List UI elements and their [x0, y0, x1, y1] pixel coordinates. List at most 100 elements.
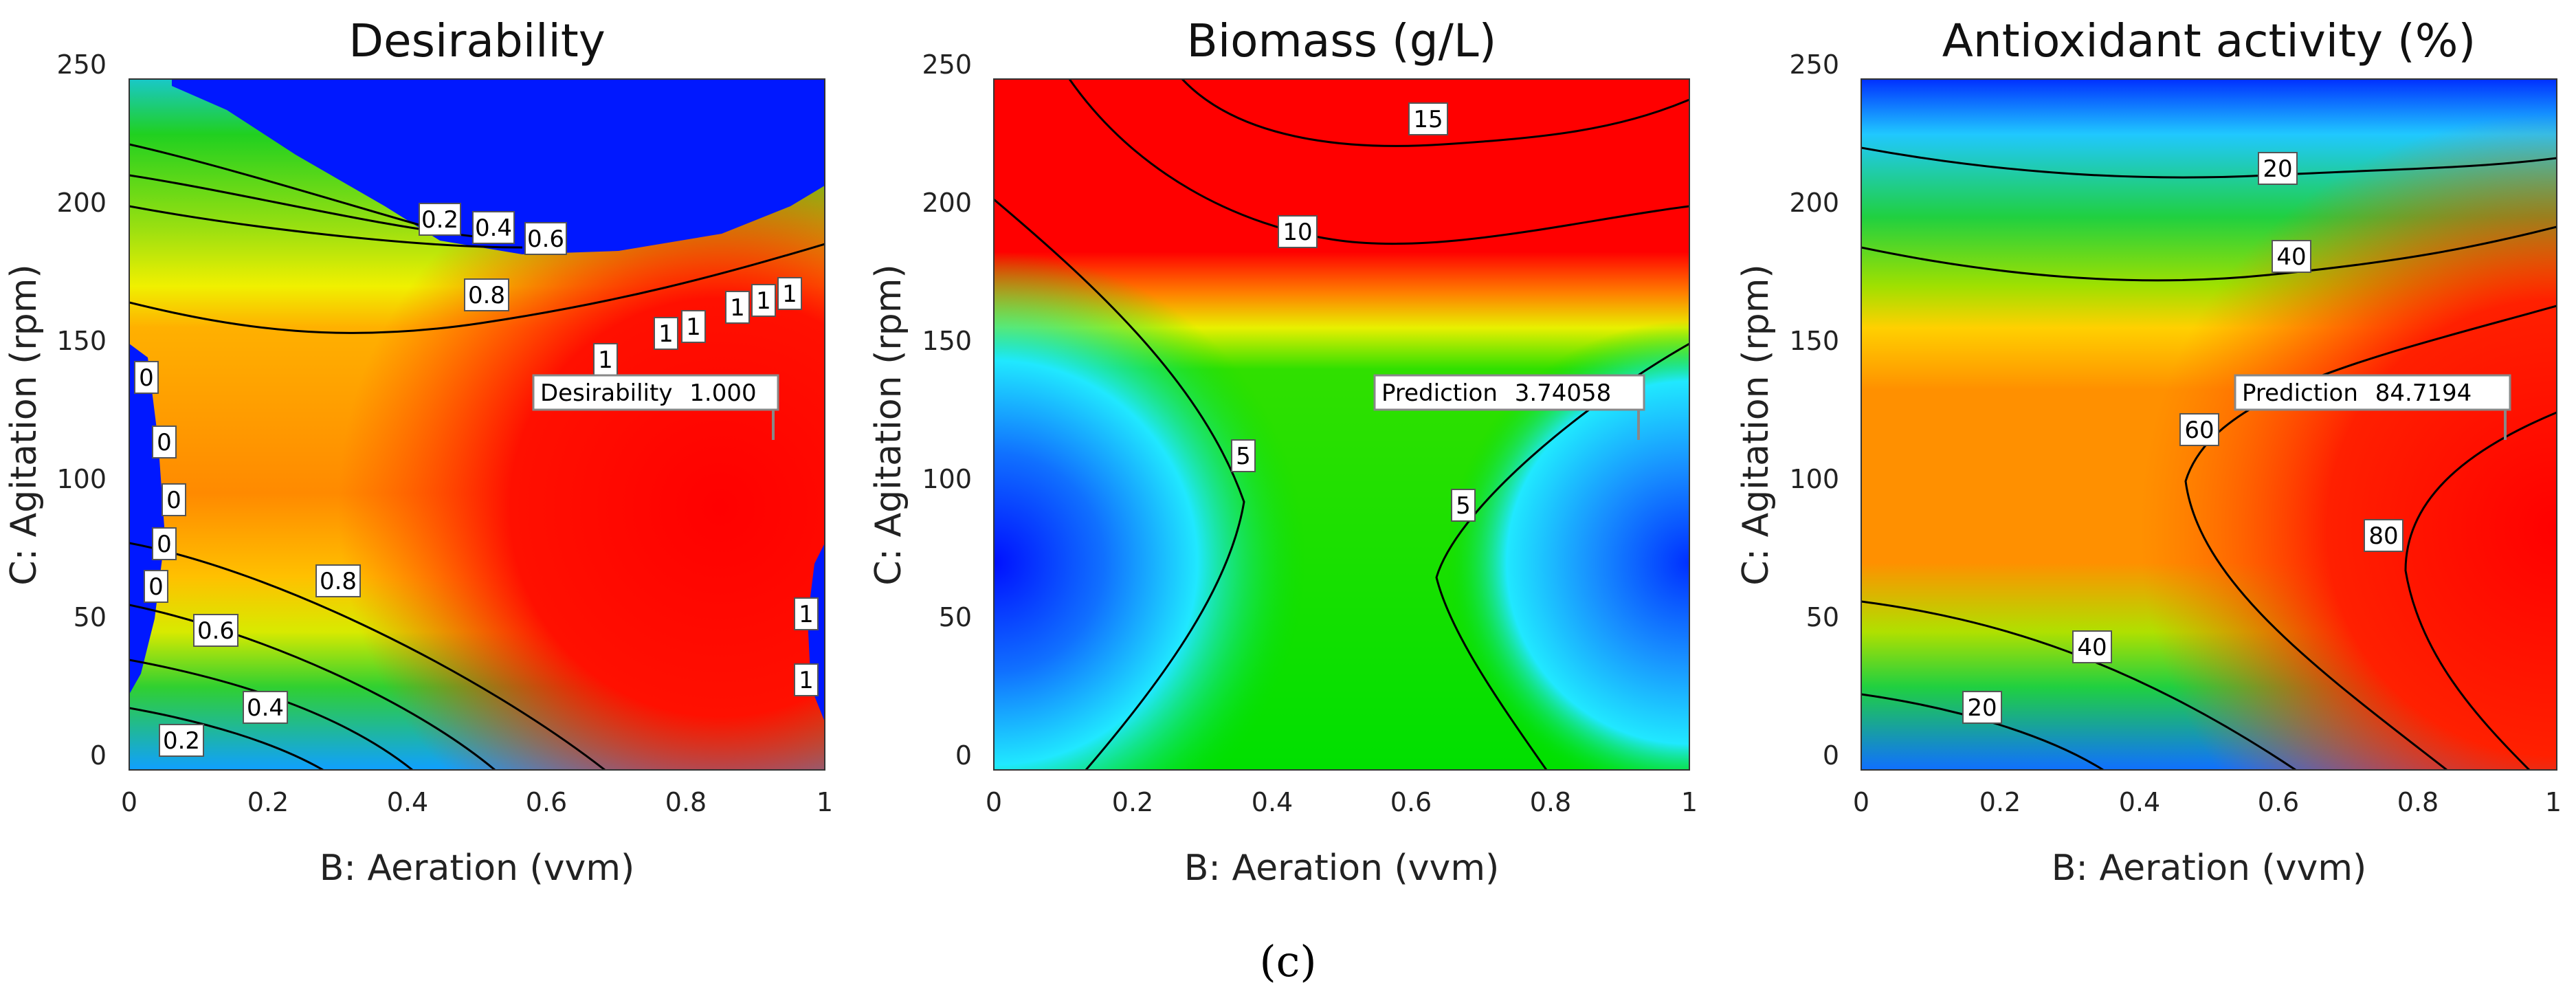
plot-frame [993, 78, 1690, 771]
x-tick-label: 0.2 [1112, 787, 1153, 817]
contour-label: 1 [654, 317, 678, 350]
contour-label: 0.6 [524, 222, 567, 255]
x-tick-label: 1 [1681, 787, 1698, 817]
y-tick-label: 0 [90, 740, 107, 771]
zero-region-top [172, 79, 825, 254]
y-axis-title: C: Agitation (rpm) [868, 264, 909, 585]
contour-label: 0.4 [472, 211, 515, 244]
svg-text:0.6: 0.6 [197, 617, 234, 645]
contour-line-0.6-top [129, 205, 523, 249]
x-tick-label: 0 [1853, 787, 1869, 817]
x-tick-label: 0.2 [1979, 787, 2021, 817]
y-tick-label: 100 [922, 464, 972, 494]
x-tick-label: 0.8 [665, 787, 707, 817]
y-axis-title: C: Agitation (rpm) [1735, 264, 1777, 585]
svg-text:Prediction 84.7194: Prediction 84.7194 [2242, 379, 2472, 407]
x-tick-label: 0.2 [247, 787, 289, 817]
y-tick-label: 50 [1806, 602, 1839, 632]
contour-label: 1 [593, 343, 618, 376]
contour-label: 0 [134, 361, 159, 394]
contour-label: 1 [751, 284, 776, 317]
y-tick-label: 50 [939, 602, 972, 632]
svg-text:1: 1 [799, 667, 814, 694]
contour-line-0.8-top [129, 243, 825, 334]
y-axis: 0 50 100 150 200 250 C: Agitation (rpm) [1735, 49, 1839, 771]
svg-text:0.4: 0.4 [247, 694, 284, 722]
contour-label: 80 [2364, 519, 2403, 552]
svg-text:20: 20 [1967, 694, 1997, 722]
svg-text:1: 1 [686, 313, 701, 341]
svg-text:60: 60 [2184, 417, 2214, 444]
svg-text:1: 1 [799, 601, 814, 628]
contour-label: 15 [1408, 102, 1448, 135]
prediction-label: Prediction [1381, 379, 1498, 407]
contour-lines [1861, 146, 2557, 770]
contour-label: 10 [1278, 215, 1318, 248]
contour-label: 0.2 [159, 724, 204, 757]
contour-label: 0 [144, 570, 168, 603]
svg-text:0.4: 0.4 [475, 214, 512, 242]
y-tick-label: 100 [1789, 464, 1839, 494]
contour-line-40-bottom [1861, 600, 2296, 770]
contour-line-5-left [994, 198, 1245, 770]
y-tick-label: 50 [74, 602, 107, 632]
contour-line-20-bottom [1861, 693, 2104, 770]
contour-labels: 0.2 0.4 0.6 0.8 1 1 1 1 1 1 0 0 0 0 0 0.… [134, 203, 819, 757]
plot-frame [1861, 78, 2557, 771]
contour-label: 60 [2179, 413, 2219, 446]
contour-label: 0 [162, 483, 186, 516]
contour-line-60 [2184, 305, 2557, 770]
svg-text:Prediction 3.74058: Prediction 3.74058 [1381, 379, 1611, 407]
x-tick-label: 0.8 [2397, 787, 2439, 817]
contour-label: 20 [1962, 691, 2002, 724]
panel-antioxidant: Antioxidant activity (%) 20 40 60 80 40 … [1735, 14, 2562, 889]
panel-desirability: Desirability 0.2 0.4 0.6 0.8 [3, 14, 833, 889]
svg-text:40: 40 [2077, 634, 2107, 661]
x-axis: 0 0.2 0.4 0.6 0.8 1 B: Aeration (vvm) [986, 787, 1698, 889]
contour-line-0.2-bottom [129, 707, 324, 770]
x-tick-label: 1 [2545, 787, 2562, 817]
contour-label: 0.8 [315, 564, 361, 597]
panel-biomass: Biomass (g/L) 15 10 5 5 Prediction 3. [868, 14, 1698, 889]
x-tick-label: 0 [121, 787, 137, 817]
contour-labels: 20 40 60 80 40 20 [1962, 152, 2403, 724]
svg-text:0: 0 [157, 429, 172, 456]
chart-title: Biomass (g/L) [1187, 14, 1497, 67]
chart-title: Antioxidant activity (%) [1942, 14, 2476, 67]
svg-text:0.6: 0.6 [527, 225, 564, 253]
prediction-flag: Prediction 84.7194 [2234, 374, 2511, 440]
svg-text:0: 0 [157, 531, 172, 558]
contour-label: 0.8 [464, 278, 509, 311]
x-tick-label: 0.4 [2119, 787, 2160, 817]
y-tick-label: 250 [1789, 49, 1839, 80]
contour-label: 20 [2258, 152, 2298, 185]
y-tick-label: 200 [56, 188, 107, 218]
contour-line-20-top [1861, 146, 2557, 179]
svg-text:20: 20 [2263, 155, 2292, 183]
contour-line-10 [1068, 79, 1689, 245]
x-axis-title: B: Aeration (vvm) [320, 848, 635, 889]
contour-label: 1 [794, 663, 819, 696]
svg-text:10: 10 [1283, 219, 1312, 246]
x-axis: 0 0.2 0.4 0.6 0.8 1 B: Aeration (vvm) [121, 787, 833, 889]
contour-label: 40 [2272, 240, 2311, 273]
svg-text:15: 15 [1413, 106, 1443, 133]
y-tick-label: 150 [1789, 326, 1839, 356]
svg-text:1: 1 [658, 320, 674, 348]
x-tick-label: 0.6 [1390, 787, 1432, 817]
contour-label: 5 [1231, 439, 1256, 472]
svg-text:0.2: 0.2 [421, 206, 458, 234]
contour-label: 0.6 [193, 614, 238, 647]
prediction-flag: Desirability 1.000 [532, 374, 779, 440]
x-tick-label: 0.6 [526, 787, 567, 817]
y-axis-title: C: Agitation (rpm) [3, 264, 45, 585]
y-tick-label: 200 [922, 188, 972, 218]
heatmap-right-low [994, 79, 1689, 770]
svg-text:1: 1 [782, 280, 797, 308]
svg-text:5: 5 [1236, 443, 1251, 470]
svg-text:1: 1 [756, 287, 771, 315]
svg-text:0.8: 0.8 [468, 282, 505, 309]
prediction-label: Prediction [2242, 379, 2358, 407]
contour-label: 1 [681, 310, 706, 343]
